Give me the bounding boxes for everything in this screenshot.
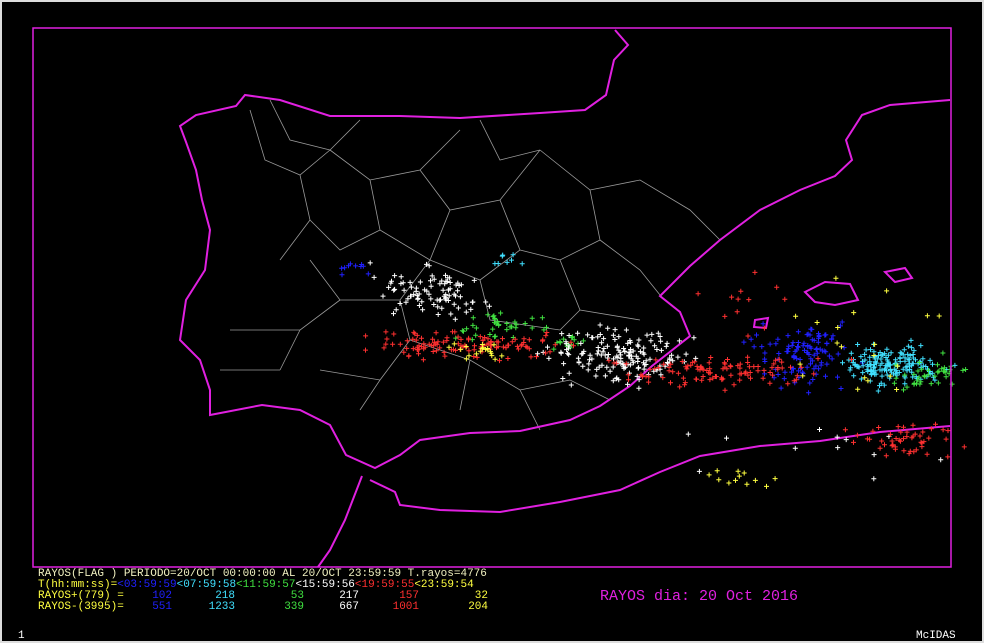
map [178,29,969,568]
time-range: <15:59:56 [295,579,354,591]
time-range: <23:59:54 [414,579,474,591]
count: 217 [339,590,359,602]
strike-group [367,260,944,482]
strike-group [446,275,942,489]
count: 157 [399,590,419,602]
strike-group [492,252,958,394]
row-label: RAYOS+(779) = [38,590,124,602]
count: 102 [152,590,172,602]
map-frame [32,27,952,568]
count: 53 [291,590,304,602]
count: 1233 [209,601,235,613]
strike-group [363,269,967,460]
time-range: <19:59:55 [355,579,414,591]
time-label: T(hh:mm:ss)= [38,579,117,591]
count-table: RAYOS+(779) = 102 218 53 217 157 32 RAYOS-(3995… [38,590,488,613]
time-range: <11:59:57 [236,579,295,591]
coastline [178,29,951,568]
province-borders [220,99,721,431]
count: 667 [339,601,359,613]
time-line: T(hh:mm:ss)=<03:59:59<07:59:58<11:59:57<… [38,579,474,591]
count: 204 [468,601,488,613]
count: 339 [284,601,304,613]
count: 551 [152,601,172,613]
count: 218 [215,590,235,602]
lightning-strikes [339,252,969,489]
caption: RAYOS dia: 20 Oct 2016 [600,588,798,605]
summary-line: RAYOS(FLAG ) PERIODO=20/OCT 00:00:00 AL … [38,568,487,580]
count: 32 [475,590,488,602]
footer-left: 1 [18,630,25,642]
row-label: RAYOS-(3995)= [38,601,124,613]
footer-right: McIDAS [916,630,956,642]
count: 1001 [393,601,420,613]
time-range: <07:59:58 [177,579,236,591]
time-range: <03:59:59 [117,579,176,591]
